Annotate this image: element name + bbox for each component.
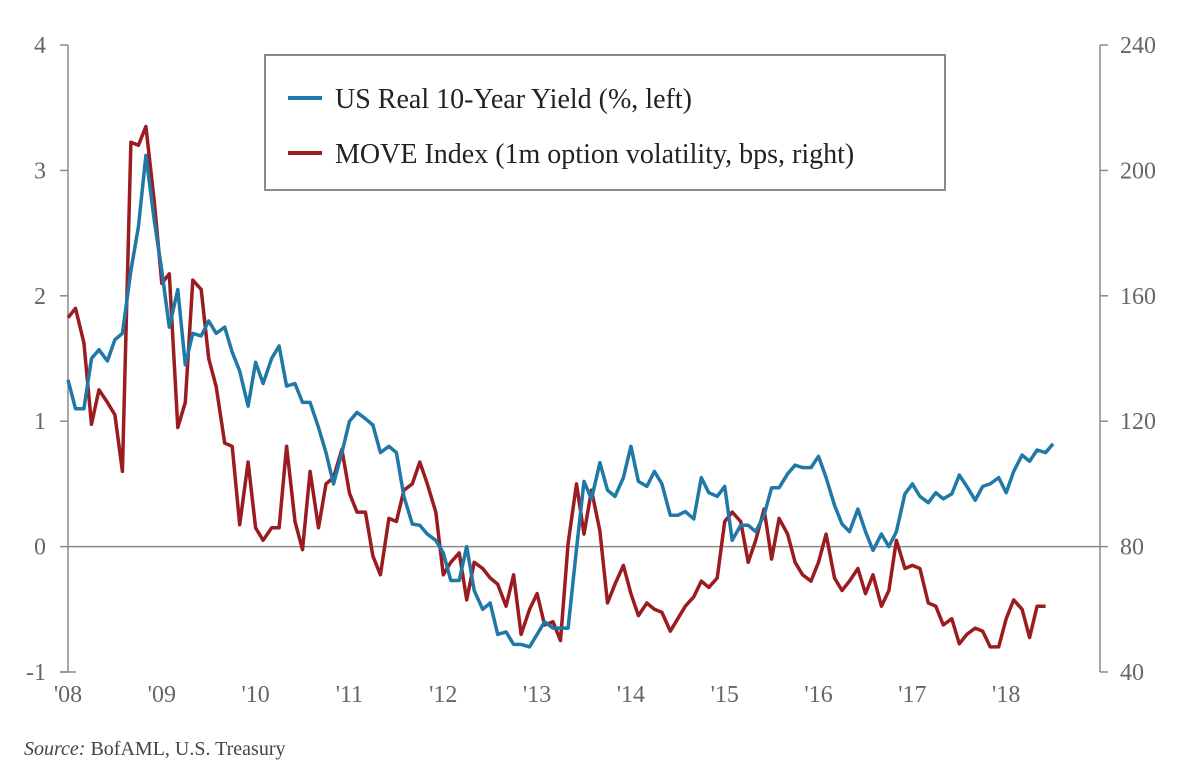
x-tick-label: '08	[54, 682, 82, 708]
left-tick-label: 4	[34, 33, 46, 59]
x-tick-label: '18	[992, 682, 1020, 708]
left-tick-label: 0	[34, 535, 46, 561]
series-layer	[66, 124, 1055, 649]
x-tick-label: '17	[898, 682, 926, 708]
left-tick-label: 1	[34, 409, 46, 435]
source-label: Source:	[24, 738, 86, 760]
x-tick-label: '13	[523, 682, 551, 708]
series-line-move-index	[66, 124, 1046, 649]
right-tick-label: 240	[1120, 33, 1156, 59]
x-tick-label: '16	[804, 682, 832, 708]
x-tick-label: '11	[336, 682, 363, 708]
dual-axis-line-chart: 4 3 2 1 0 -1 240 200 160 120 80 40 '08 '09 '10 '11 '12 '1…	[26, 33, 1156, 708]
x-tick-label: '15	[711, 682, 739, 708]
right-tick-label: 80	[1120, 535, 1144, 561]
right-tick-label: 200	[1120, 158, 1156, 184]
x-tick-label: '10	[241, 682, 269, 708]
x-tick-label: '14	[617, 682, 645, 708]
x-tick-label: '09	[148, 682, 176, 708]
legend-label-real-yield: US Real 10-Year Yield (%, left)	[335, 84, 692, 115]
source-note: Source: BofAML, U.S. Treasury	[24, 738, 286, 761]
legend-box	[264, 54, 946, 191]
axes-group: 4 3 2 1 0 -1 240 200 160 120 80 40 '08 '09 '10 '11 '12 '1…	[26, 33, 1156, 708]
source-text: BofAML, U.S. Treasury	[90, 738, 286, 760]
left-tick-label: -1	[26, 660, 46, 686]
right-tick-label: 160	[1120, 284, 1156, 310]
right-tick-label: 40	[1120, 660, 1144, 686]
right-tick-label: 120	[1120, 409, 1156, 435]
legend: US Real 10-Year Yield (%, left) MOVE Ind…	[264, 54, 946, 191]
left-tick-label: 3	[34, 158, 46, 184]
left-tick-label: 2	[34, 284, 46, 310]
x-tick-label: '12	[429, 682, 457, 708]
legend-label-move-index: MOVE Index (1m option volatility, bps, r…	[335, 139, 854, 170]
series-line-real-yield	[66, 153, 1055, 649]
